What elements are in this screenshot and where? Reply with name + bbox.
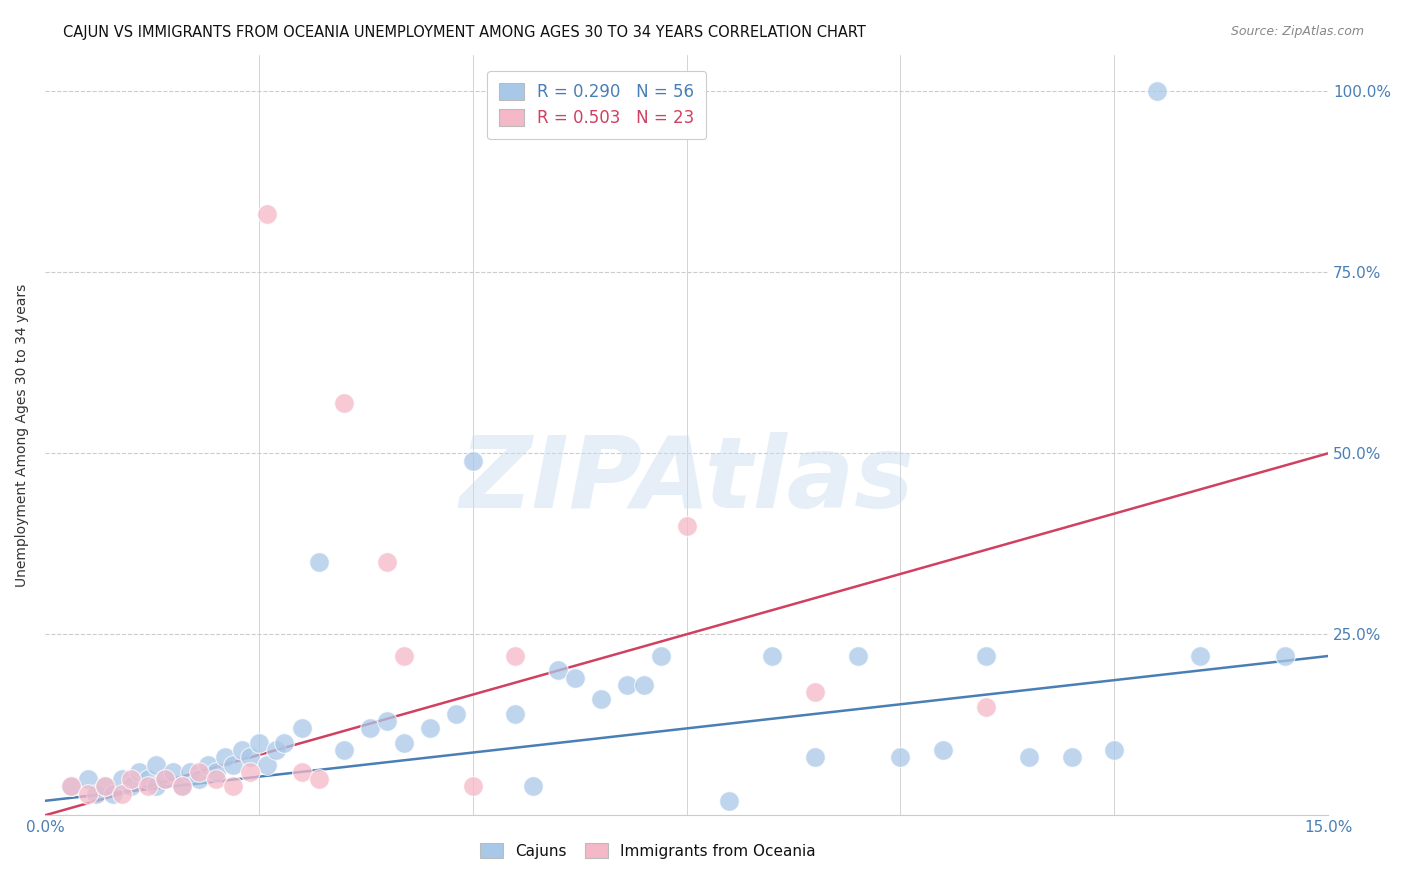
Point bbox=[1018, 750, 1040, 764]
Point bbox=[1060, 750, 1083, 764]
Point bbox=[650, 648, 672, 663]
Y-axis label: Unemployment Among Ages 30 to 34 years: Unemployment Among Ages 30 to 34 years bbox=[15, 284, 30, 587]
Point bbox=[333, 395, 356, 409]
Point bbox=[1146, 84, 1168, 98]
Point bbox=[889, 750, 911, 764]
Text: ZIPAtlas: ZIPAtlas bbox=[460, 433, 914, 529]
Point bbox=[94, 780, 117, 794]
Point bbox=[522, 780, 544, 794]
Point bbox=[505, 648, 527, 663]
Point bbox=[188, 764, 211, 779]
Point bbox=[675, 518, 697, 533]
Point bbox=[136, 780, 159, 794]
Point bbox=[111, 772, 134, 786]
Point bbox=[804, 750, 827, 764]
Point bbox=[1104, 743, 1126, 757]
Point bbox=[214, 750, 236, 764]
Point bbox=[103, 787, 125, 801]
Point bbox=[394, 648, 416, 663]
Point bbox=[128, 764, 150, 779]
Point bbox=[120, 772, 142, 786]
Point bbox=[264, 743, 287, 757]
Point bbox=[222, 780, 245, 794]
Point bbox=[222, 757, 245, 772]
Point bbox=[375, 714, 398, 728]
Point bbox=[1274, 648, 1296, 663]
Point bbox=[359, 722, 381, 736]
Point bbox=[197, 757, 219, 772]
Point bbox=[111, 787, 134, 801]
Point bbox=[205, 772, 228, 786]
Point bbox=[247, 736, 270, 750]
Text: Source: ZipAtlas.com: Source: ZipAtlas.com bbox=[1230, 25, 1364, 38]
Point bbox=[256, 207, 278, 221]
Point bbox=[547, 664, 569, 678]
Point bbox=[1188, 648, 1211, 663]
Point bbox=[162, 764, 184, 779]
Point bbox=[170, 780, 193, 794]
Point bbox=[145, 757, 167, 772]
Point bbox=[419, 722, 441, 736]
Point bbox=[616, 678, 638, 692]
Point bbox=[84, 787, 107, 801]
Point bbox=[59, 780, 82, 794]
Point bbox=[153, 772, 176, 786]
Point bbox=[308, 555, 330, 569]
Point bbox=[974, 648, 997, 663]
Legend: Cajuns, Immigrants from Oceania: Cajuns, Immigrants from Oceania bbox=[474, 837, 823, 864]
Point bbox=[256, 757, 278, 772]
Point bbox=[505, 706, 527, 721]
Point bbox=[846, 648, 869, 663]
Point bbox=[932, 743, 955, 757]
Point bbox=[136, 772, 159, 786]
Point bbox=[59, 780, 82, 794]
Point bbox=[804, 685, 827, 699]
Point bbox=[308, 772, 330, 786]
Point bbox=[761, 648, 783, 663]
Point bbox=[394, 736, 416, 750]
Point bbox=[718, 794, 741, 808]
Point bbox=[170, 780, 193, 794]
Point bbox=[273, 736, 295, 750]
Point bbox=[188, 772, 211, 786]
Point bbox=[291, 764, 314, 779]
Point bbox=[564, 671, 586, 685]
Point bbox=[120, 780, 142, 794]
Point bbox=[231, 743, 253, 757]
Point bbox=[145, 780, 167, 794]
Point bbox=[375, 555, 398, 569]
Point bbox=[333, 743, 356, 757]
Point bbox=[94, 780, 117, 794]
Point bbox=[974, 699, 997, 714]
Point bbox=[633, 678, 655, 692]
Point bbox=[589, 692, 612, 706]
Point bbox=[291, 722, 314, 736]
Point bbox=[444, 706, 467, 721]
Point bbox=[76, 787, 98, 801]
Point bbox=[239, 764, 262, 779]
Point bbox=[179, 764, 201, 779]
Point bbox=[461, 780, 484, 794]
Point bbox=[239, 750, 262, 764]
Point bbox=[153, 772, 176, 786]
Text: CAJUN VS IMMIGRANTS FROM OCEANIA UNEMPLOYMENT AMONG AGES 30 TO 34 YEARS CORRELAT: CAJUN VS IMMIGRANTS FROM OCEANIA UNEMPLO… bbox=[63, 25, 866, 40]
Point bbox=[76, 772, 98, 786]
Point bbox=[461, 453, 484, 467]
Point bbox=[205, 764, 228, 779]
